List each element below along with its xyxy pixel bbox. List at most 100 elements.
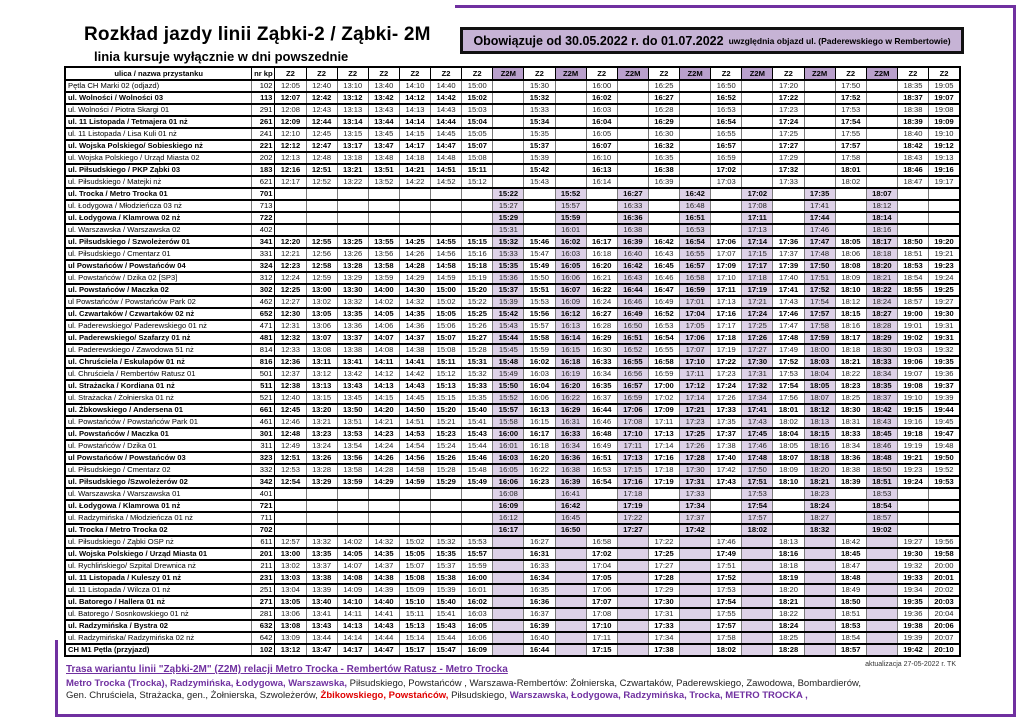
time-cell: 20:00 [928,559,961,573]
time-cell: 16:22 [554,391,587,405]
time-cell: 18:13 [772,535,805,549]
column-header-z2m-12: Z2M [616,66,649,81]
time-cell [430,487,463,501]
time-cell: 14:00 [367,283,400,297]
time-cell [492,631,525,645]
time-cell: 12:40 [274,391,307,405]
time-cell: 16:01 [492,439,525,453]
time-cell: 17:13 [647,427,681,441]
time-cell: 14:02 [336,535,369,549]
time-cell: 17:09 [710,259,743,273]
time-cell: 16:24 [585,295,618,309]
table-row: ul. Rychlińskiego/ Szpital Drewnica nż 21… [64,559,961,573]
time-cell: 16:34 [523,571,556,585]
time-cell: 19:23 [928,259,961,273]
time-cell: 14:39 [367,583,400,597]
time-cell: 19:00 [896,307,930,321]
time-cell: 17:00 [647,379,681,393]
column-header-z2-19: Z2 [834,66,867,81]
time-cell: 16:00 [461,571,494,585]
table-row: ul. Piłsudskiego / Ząbki OSP nż 611 12:57 1… [64,535,961,549]
stop-name-cell: ul. Batorego / Hallera 01 nż [64,595,253,609]
time-cell: 18:00 [803,343,836,357]
table-row: ul Powstańców / Powstańców 03 323 12:51 13:… [64,451,961,465]
time-cell: 17:06 [710,235,743,249]
time-cell: 15:57 [554,199,587,213]
time-cell: 16:30 [647,127,681,141]
time-cell: 16:49 [585,439,618,453]
time-cell: 17:15 [616,463,649,477]
time-cell: 19:05 [928,79,961,93]
time-cell: 12:05 [274,79,307,93]
time-cell: 15:14 [398,631,432,645]
time-cell: 17:52 [710,571,743,585]
time-cell: 20:10 [928,643,961,657]
time-cell [523,499,556,513]
time-cell: 18:50 [834,595,867,609]
time-cell [647,199,681,213]
time-cell: 18:38 [834,463,867,477]
time-cell: 16:03 [585,103,618,117]
time-cell: 18:20 [772,583,805,597]
time-cell: 17:22 [772,91,805,105]
stop-name-cell: ul. Paderewskiego / Zawodowa 51 nż [64,343,253,357]
time-cell: 15:08 [461,151,494,165]
time-cell: 16:09 [554,295,587,309]
time-cell [928,187,961,201]
time-cell: 17:09 [647,403,681,417]
time-cell: 12:40 [305,79,338,93]
time-cell: 17:26 [741,331,774,345]
time-cell [554,103,587,117]
time-cell: 17:31 [679,475,712,489]
time-cell [803,163,836,177]
stop-name-cell: ul. Warszawska / Warszawska 01 [64,487,253,501]
time-cell: 13:47 [367,139,400,153]
time-cell [398,511,432,525]
time-cell: 14:08 [336,571,369,585]
stop-name-cell: ul. Powstańców / Dzika 01 [64,439,253,453]
stop-name-cell: Pętla CH Marki 02 (odjazd) [64,79,253,93]
time-cell [865,571,898,585]
time-cell [523,523,556,537]
stop-number-cell: 281 [251,607,276,621]
time-cell: 18:01 [772,403,805,417]
time-cell: 16:46 [647,271,681,285]
time-cell: 18:39 [896,115,930,129]
time-cell: 18:54 [865,499,898,513]
time-cell: 15:48 [492,355,525,369]
time-cell: 17:40 [772,271,805,285]
time-cell [585,523,618,537]
time-cell: 14:22 [398,175,432,189]
time-cell: 16:50 [616,319,649,333]
time-cell: 17:57 [803,307,836,321]
time-cell: 16:03 [461,607,494,621]
time-cell [554,547,587,561]
time-cell: 19:16 [928,163,961,177]
time-cell [492,151,525,165]
time-cell [865,175,898,189]
time-cell: 14:40 [430,79,463,93]
time-cell: 15:40 [461,403,494,417]
stop-number-cell: 481 [251,331,276,345]
time-cell [585,499,618,513]
column-header-z2m-10: Z2M [554,66,587,81]
time-cell: 13:48 [367,151,400,165]
time-cell: 18:16 [834,319,867,333]
time-cell: 15:48 [461,463,494,477]
stop-name-cell: ul. Radzymińska/ Radzymińska 02 nż [64,631,253,645]
time-cell: 19:52 [928,463,961,477]
time-cell: 13:39 [305,583,338,597]
time-cell: 13:35 [305,547,338,561]
time-cell: 15:49 [461,475,494,489]
time-cell: 16:37 [585,391,618,405]
time-cell: 18:23 [834,379,867,393]
time-cell: 18:30 [834,403,867,417]
time-cell: 16:02 [461,595,494,609]
time-cell: 16:43 [647,247,681,261]
time-cell [928,199,961,213]
time-cell: 16:06 [523,391,556,405]
time-cell: 16:36 [523,595,556,609]
time-cell: 17:35 [710,415,743,429]
time-cell: 16:52 [710,91,743,105]
table-row: ul. 11 Listopada / Kuleszy 01 nż 231 13:03… [64,571,961,585]
